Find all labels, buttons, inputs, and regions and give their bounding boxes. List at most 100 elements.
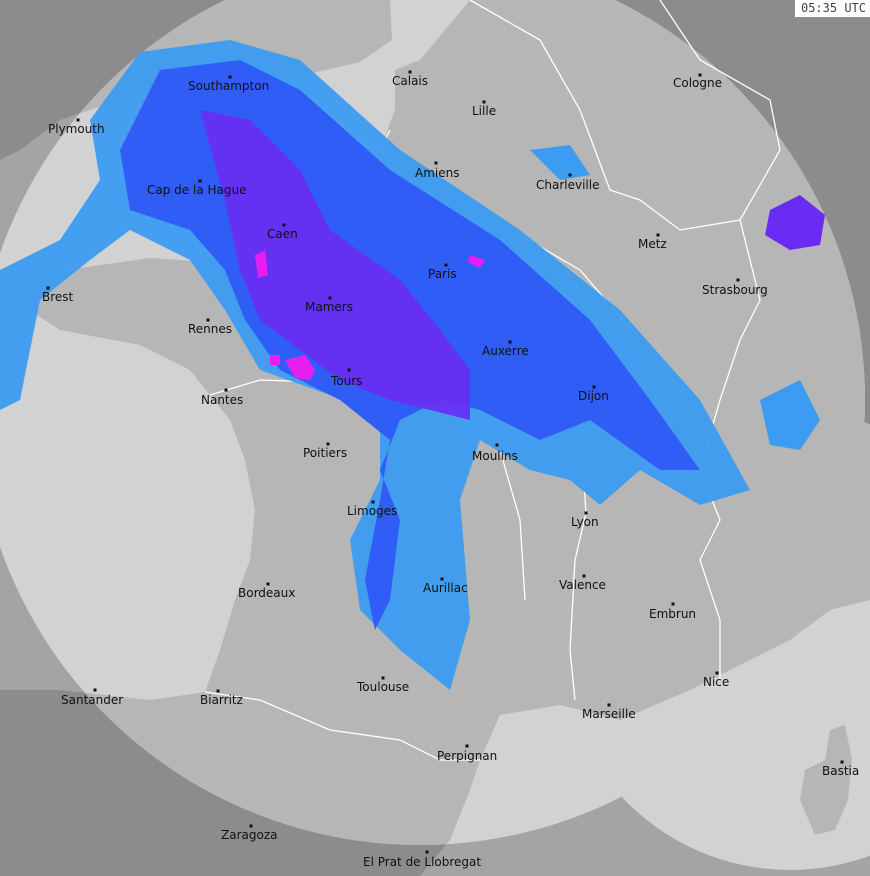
city-dot: [465, 744, 469, 748]
city-dot: [408, 70, 412, 74]
rain-intense: [468, 255, 485, 268]
city-dot: [326, 442, 330, 446]
city-marker: Aurillac: [423, 577, 468, 595]
city-label: Embrun: [649, 607, 696, 621]
city-marker: Biarritz: [200, 689, 243, 707]
city-marker: Southampton: [188, 75, 269, 93]
city-dot: [228, 75, 232, 79]
city-dot: [482, 100, 486, 104]
city-label: Paris: [428, 267, 457, 281]
city-marker: Dijon: [578, 385, 609, 403]
city-marker: Embrun: [649, 602, 696, 621]
city-dot: [93, 688, 97, 692]
city-marker: Rennes: [188, 318, 232, 336]
city-dot: [440, 577, 444, 581]
city-dot: [282, 223, 286, 227]
city-label: Rennes: [188, 322, 232, 336]
rain-intense: [285, 355, 315, 380]
city-label: Amiens: [415, 166, 459, 180]
city-label: Biarritz: [200, 693, 243, 707]
rain-intense: [255, 250, 268, 278]
rain-light: [530, 145, 590, 180]
city-marker: Strasbourg: [702, 278, 768, 297]
city-marker: Perpignan: [437, 744, 497, 763]
city-label: Moulins: [472, 449, 518, 463]
city-dot: [582, 574, 586, 578]
city-marker: Zaragoza: [221, 824, 277, 842]
city-marker: El Prat de Llobregat: [363, 850, 481, 869]
city-marker: Marseille: [582, 703, 636, 721]
city-marker: Moulins: [472, 443, 518, 463]
city-dot: [249, 824, 253, 828]
city-marker: Bordeaux: [238, 582, 295, 600]
city-label: Mamers: [305, 300, 353, 314]
city-dot: [347, 368, 351, 372]
city-marker: Plymouth: [48, 118, 105, 136]
city-label: Dijon: [578, 389, 609, 403]
city-label: Southampton: [188, 79, 269, 93]
precipitation-layer: [0, 40, 825, 690]
city-label: Nice: [703, 675, 729, 689]
city-dot: [656, 233, 660, 237]
city-marker: Amiens: [415, 161, 459, 180]
city-label: Cologne: [673, 76, 722, 90]
rain-intense: [270, 355, 280, 365]
city-marker: Caen: [267, 223, 298, 241]
city-label: Tours: [330, 374, 362, 388]
city-marker: Calais: [392, 70, 428, 88]
city-dot: [508, 340, 512, 344]
city-marker: Cap de la Hague: [147, 179, 246, 197]
city-dot: [592, 385, 596, 389]
city-marker: Limoges: [347, 500, 397, 518]
city-marker: Bastia: [822, 760, 859, 778]
city-marker: Poitiers: [303, 442, 347, 460]
city-label: Strasbourg: [702, 283, 768, 297]
city-dot: [216, 689, 220, 693]
city-label: Caen: [267, 227, 298, 241]
city-dot: [198, 179, 202, 183]
city-label: Charleville: [536, 178, 599, 192]
city-marker: Metz: [638, 233, 667, 251]
rain-heavy: [765, 195, 825, 250]
city-labels: Southampton Calais Lille Cologne Plymouth Ami…: [42, 70, 859, 869]
city-dot: [381, 676, 385, 680]
city-label: El Prat de Llobregat: [363, 855, 481, 869]
city-dot: [715, 671, 719, 675]
city-label: Santander: [61, 693, 123, 707]
city-dot: [224, 388, 228, 392]
city-label: Toulouse: [356, 680, 409, 694]
city-marker: Brest: [42, 286, 74, 304]
city-marker: Lyon: [571, 511, 599, 529]
city-label: Bastia: [822, 764, 859, 778]
city-label: Lyon: [571, 515, 599, 529]
city-label: Bordeaux: [238, 586, 295, 600]
city-marker: Charleville: [536, 173, 599, 192]
city-marker: Mamers: [305, 296, 353, 314]
city-dot: [495, 443, 499, 447]
city-marker: Valence: [559, 574, 606, 592]
city-dot: [371, 500, 375, 504]
city-label: Metz: [638, 237, 667, 251]
city-marker: Tours: [330, 368, 362, 388]
city-label: Aurillac: [423, 581, 468, 595]
city-label: Limoges: [347, 504, 397, 518]
city-label: Perpignan: [437, 749, 497, 763]
city-dot: [607, 703, 611, 707]
city-label: Zaragoza: [221, 828, 277, 842]
city-marker: Nice: [703, 671, 729, 689]
rain-light: [760, 380, 820, 450]
city-label: Brest: [42, 290, 74, 304]
city-dot: [736, 278, 740, 282]
city-dot: [328, 296, 332, 300]
city-dot: [698, 73, 702, 77]
city-dot: [46, 286, 50, 290]
city-label: Auxerre: [482, 344, 529, 358]
city-marker: Auxerre: [482, 340, 529, 358]
city-marker: Paris: [428, 263, 457, 281]
city-marker: Lille: [472, 100, 496, 118]
city-label: Nantes: [201, 393, 243, 407]
city-dot: [840, 760, 844, 764]
city-label: Lille: [472, 104, 496, 118]
city-dot: [434, 161, 438, 165]
